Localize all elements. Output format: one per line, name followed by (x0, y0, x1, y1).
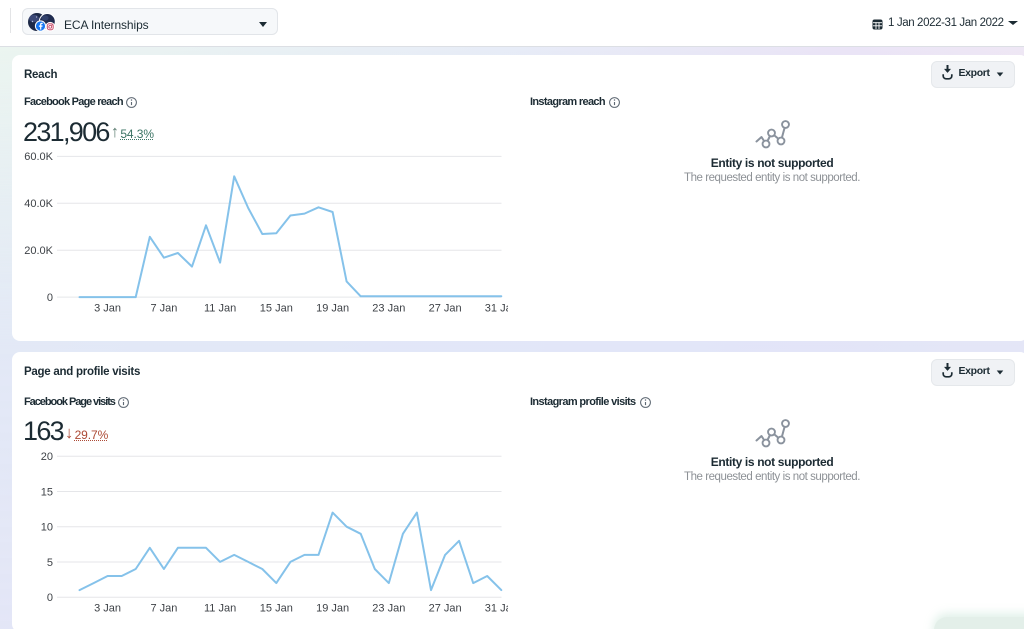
svg-text:0: 0 (47, 592, 53, 604)
svg-text:19 Jan: 19 Jan (316, 603, 349, 615)
svg-text:27 Jan: 27 Jan (429, 303, 462, 315)
svg-text:11 Jan: 11 Jan (204, 603, 236, 615)
svg-text:0: 0 (47, 292, 53, 304)
svg-text:20.0K: 20.0K (24, 245, 53, 257)
svg-text:40.0K: 40.0K (24, 198, 53, 210)
svg-text:5: 5 (47, 557, 53, 569)
svg-text:15 Jan: 15 Jan (260, 303, 293, 315)
svg-text:3 Jan: 3 Jan (94, 603, 121, 615)
svg-text:27 Jan: 27 Jan (429, 603, 462, 615)
svg-text:7 Jan: 7 Jan (150, 303, 177, 315)
svg-text:3 Jan: 3 Jan (94, 303, 121, 315)
svg-text:60.0K: 60.0K (24, 151, 53, 163)
svg-text:23 Jan: 23 Jan (372, 303, 405, 315)
svg-text:31 Jan: 31 Jan (485, 303, 508, 315)
svg-text:15: 15 (41, 486, 53, 498)
svg-text:20: 20 (41, 451, 53, 463)
svg-text:11 Jan: 11 Jan (204, 303, 236, 315)
svg-text:10: 10 (41, 522, 53, 534)
svg-text:31 Jan: 31 Jan (485, 603, 508, 615)
svg-text:15 Jan: 15 Jan (260, 603, 293, 615)
svg-text:19 Jan: 19 Jan (316, 303, 349, 315)
svg-text:23 Jan: 23 Jan (372, 603, 405, 615)
svg-text:7 Jan: 7 Jan (150, 603, 177, 615)
